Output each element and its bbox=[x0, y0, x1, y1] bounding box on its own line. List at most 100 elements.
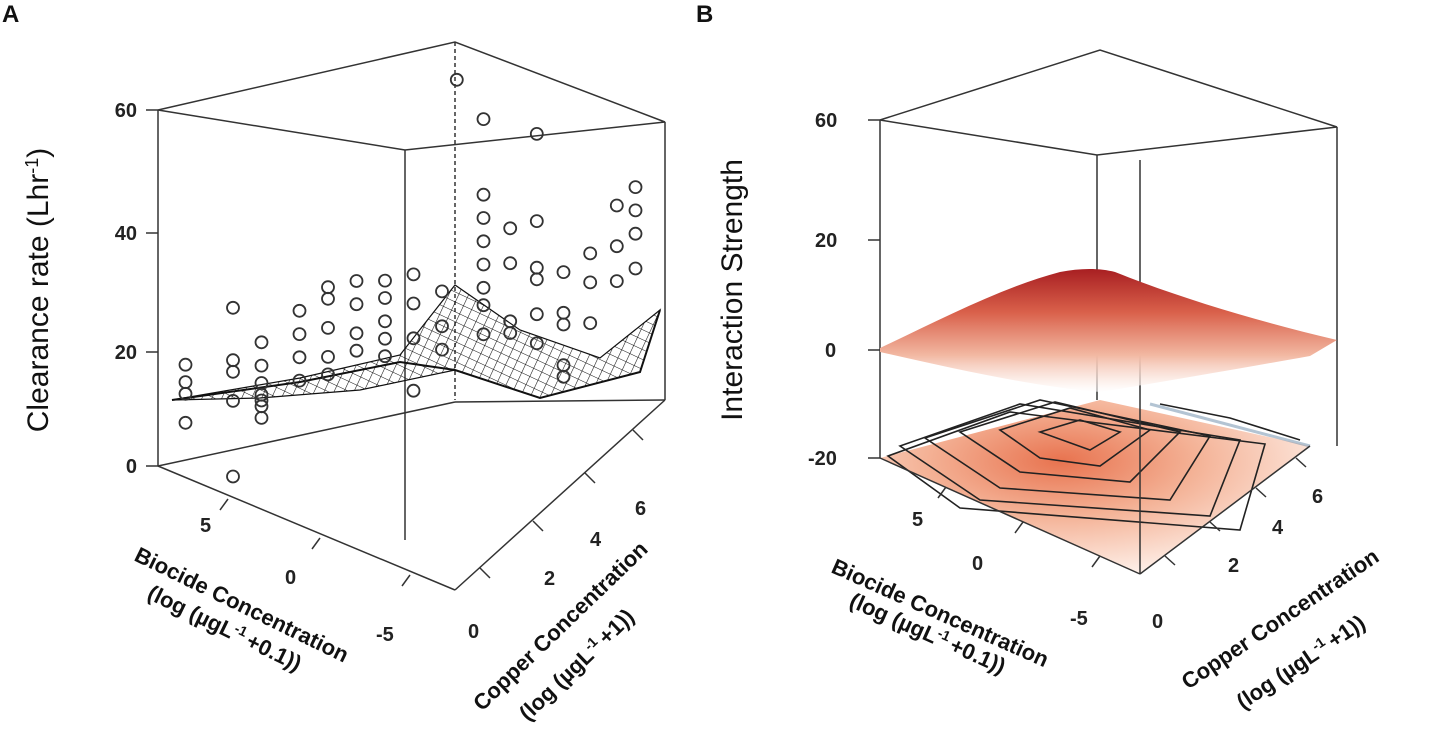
data-point bbox=[449, 72, 464, 87]
panel-b-x-tick: 0 bbox=[972, 553, 983, 575]
data-point bbox=[609, 274, 624, 289]
panel-a-data-points bbox=[178, 72, 643, 484]
panel-a-z-tick: 20 bbox=[115, 342, 137, 364]
panel-a-z-axis: 60 40 20 0 Clearance rate (Lhr-1) bbox=[22, 100, 158, 478]
data-point bbox=[435, 342, 449, 357]
data-point bbox=[476, 234, 491, 249]
data-point bbox=[628, 180, 643, 195]
panel-b-y-tick: 0 bbox=[1152, 611, 1163, 633]
data-point bbox=[178, 415, 193, 430]
data-point bbox=[529, 272, 544, 287]
data-point bbox=[476, 187, 491, 202]
data-point bbox=[628, 261, 643, 276]
data-point bbox=[292, 373, 307, 388]
data-point bbox=[556, 305, 571, 320]
data-point bbox=[435, 319, 449, 334]
data-point bbox=[178, 357, 193, 372]
data-point bbox=[406, 383, 421, 398]
data-point bbox=[529, 126, 544, 141]
panel-b-floor bbox=[880, 399, 1311, 574]
data-point bbox=[583, 316, 598, 331]
data-point bbox=[556, 265, 571, 280]
data-point bbox=[321, 291, 335, 306]
data-point bbox=[476, 211, 491, 225]
panel-a-y-tick: 2 bbox=[544, 568, 555, 590]
panel-a-x-axis: 5 0 -5 Biocide Concentration (log (µgL-1… bbox=[131, 498, 411, 676]
panel-b-z-tick: -20 bbox=[808, 448, 837, 470]
data-point bbox=[254, 410, 269, 425]
panel-b-letter: B bbox=[696, 1, 713, 28]
data-point bbox=[349, 326, 364, 341]
data-point bbox=[292, 350, 307, 365]
data-point bbox=[349, 297, 364, 312]
panel-b-z-tick: 60 bbox=[815, 110, 837, 132]
panel-a-z-tick: 40 bbox=[115, 223, 137, 245]
data-point bbox=[292, 327, 307, 342]
panel-b-contours bbox=[886, 399, 1301, 531]
data-point bbox=[476, 298, 491, 313]
panel-b-y-tick: 2 bbox=[1228, 555, 1239, 577]
panel-a-x-tick: -5 bbox=[376, 624, 394, 646]
panel-b-x-tick: 5 bbox=[912, 509, 923, 531]
data-point bbox=[226, 469, 240, 484]
data-point bbox=[406, 331, 421, 346]
panel-b: B bbox=[696, 1, 1383, 714]
data-point bbox=[378, 331, 392, 346]
data-point bbox=[476, 280, 491, 295]
panel-b-z-title: Interaction Strength bbox=[716, 159, 749, 421]
data-point bbox=[378, 314, 392, 329]
data-point bbox=[503, 326, 518, 340]
data-point bbox=[226, 300, 240, 315]
data-point bbox=[254, 358, 269, 373]
data-point bbox=[476, 112, 491, 126]
data-point bbox=[476, 327, 491, 342]
panel-a-y-tick: 4 bbox=[590, 529, 602, 551]
data-point bbox=[476, 257, 491, 272]
data-point bbox=[406, 296, 421, 311]
data-point bbox=[226, 393, 240, 408]
data-point bbox=[349, 343, 364, 358]
data-point bbox=[583, 246, 598, 261]
data-point bbox=[321, 349, 335, 364]
data-point bbox=[378, 291, 392, 305]
data-point bbox=[556, 369, 571, 384]
panel-b-z-tick: 20 bbox=[815, 230, 837, 252]
panel-a-z-tick: 60 bbox=[115, 100, 137, 122]
data-point bbox=[254, 335, 269, 350]
panel-a-surface bbox=[171, 284, 662, 401]
data-point bbox=[628, 203, 643, 218]
data-point bbox=[321, 320, 335, 335]
data-point bbox=[628, 226, 643, 241]
panel-b-y-tick: 6 bbox=[1312, 486, 1323, 508]
data-point bbox=[503, 221, 518, 236]
data-point bbox=[378, 273, 392, 288]
data-point bbox=[406, 267, 421, 282]
data-point bbox=[609, 239, 624, 254]
data-point bbox=[529, 307, 544, 322]
data-point bbox=[609, 198, 624, 213]
data-point bbox=[529, 260, 544, 275]
data-point bbox=[349, 274, 364, 288]
panel-a-x-tick: 5 bbox=[200, 515, 211, 537]
panel-a-x-tick: 0 bbox=[285, 567, 296, 589]
data-point bbox=[178, 375, 193, 390]
data-point bbox=[321, 367, 335, 382]
panel-a-z-title: Clearance rate (Lhr-1) bbox=[22, 148, 55, 432]
panel-b-z-tick: 0 bbox=[825, 340, 836, 362]
data-point bbox=[583, 275, 598, 290]
panel-a-y-tick: 6 bbox=[635, 498, 646, 520]
data-point bbox=[435, 284, 449, 299]
panel-a-box bbox=[157, 41, 666, 591]
data-point bbox=[254, 393, 269, 408]
data-point bbox=[292, 303, 307, 318]
data-point bbox=[226, 364, 240, 379]
panel-b-y-tick: 4 bbox=[1272, 517, 1284, 539]
panel-b-z-axis: 60 20 0 -20 Interaction Strength bbox=[716, 110, 880, 470]
panel-a-letter: A bbox=[2, 1, 19, 28]
data-point bbox=[226, 353, 240, 368]
panel-a-y-tick: 0 bbox=[468, 621, 479, 643]
data-point bbox=[378, 349, 392, 364]
data-point bbox=[178, 386, 193, 401]
data-point bbox=[321, 280, 335, 295]
